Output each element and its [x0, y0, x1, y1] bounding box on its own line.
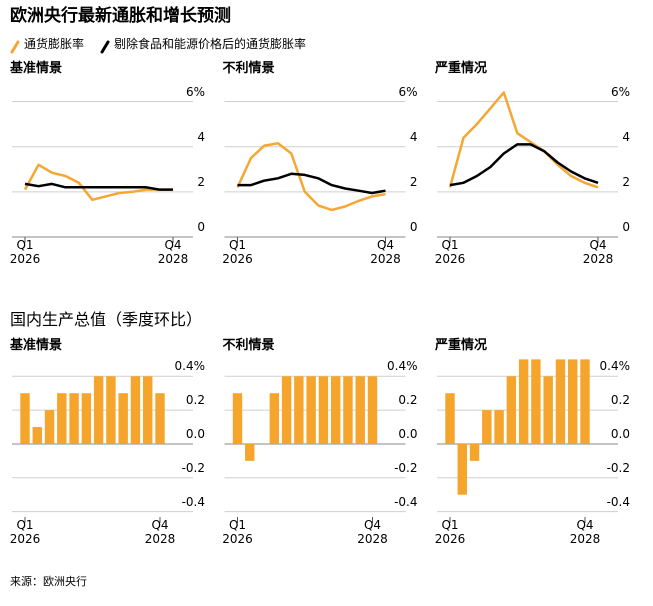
x-tick-label: Q1 2026 — [9, 518, 41, 546]
y-tick-label: 0.4% — [599, 359, 631, 374]
y-tick-label: -0.2 — [606, 460, 630, 475]
x-tick-label: Q4 2028 — [157, 238, 189, 266]
y-tick-label: 6% — [185, 84, 205, 99]
panel-title: 基准情景 — [10, 338, 63, 353]
source: 来源：欧洲央行 — [10, 575, 87, 588]
bar — [155, 393, 165, 444]
panel-title: 不利情景 — [222, 61, 275, 76]
bar — [269, 393, 280, 444]
bar — [93, 376, 104, 444]
page-title: 欧洲央行最新通胀和增长预测 — [10, 6, 231, 26]
bar — [106, 376, 116, 444]
y-tick-label: 0.4% — [387, 359, 418, 374]
bar — [445, 393, 455, 444]
y-tick-label: 0.2 — [398, 393, 418, 408]
bar — [568, 359, 578, 444]
y-tick-label: 2 — [197, 174, 205, 189]
line-series — [449, 143, 599, 187]
bar — [245, 443, 255, 461]
bar — [20, 393, 30, 444]
y-tick-label: 0 — [197, 220, 205, 234]
legend-swatch — [100, 40, 110, 54]
legend-label: 剔除食品和能源价格后的通货膨胀率 — [114, 37, 307, 51]
line-series — [448, 91, 599, 189]
y-tick-label: 4 — [622, 129, 630, 144]
bar — [506, 376, 517, 444]
bar — [318, 376, 329, 444]
y-tick-label: 0.0 — [185, 426, 205, 441]
bar — [355, 376, 365, 444]
y-tick-label: 6% — [610, 84, 630, 99]
x-tick-label: Q1 2026 — [222, 518, 253, 546]
bar — [543, 376, 553, 444]
bar — [143, 376, 153, 444]
y-tick-label: -0.2 — [394, 460, 418, 475]
bar — [44, 410, 55, 444]
y-tick-label: 2 — [409, 174, 418, 189]
bar — [531, 359, 541, 444]
bar — [343, 376, 353, 444]
bar — [81, 393, 92, 444]
x-tick-label: Q4 2028 — [569, 518, 601, 546]
y-tick-label: -0.4 — [394, 494, 418, 509]
bar — [281, 376, 292, 444]
bar — [330, 376, 341, 444]
bar — [306, 376, 316, 444]
bar — [469, 443, 480, 461]
bar — [494, 410, 504, 444]
panel-title: 严重情况 — [435, 338, 488, 353]
panel-title: 基准情景 — [10, 61, 63, 76]
x-tick-label: Q4 2028 — [144, 518, 176, 546]
y-tick-label: -0.4 — [181, 494, 205, 509]
x-tick-label: Q1 2026 — [434, 238, 466, 266]
bar — [69, 393, 79, 444]
bar — [130, 376, 141, 444]
bar — [580, 359, 590, 444]
line-series — [237, 172, 386, 195]
line-series — [23, 163, 173, 202]
bar — [32, 427, 42, 444]
x-tick-label: Q1 2026 — [434, 518, 466, 546]
bar — [518, 359, 529, 444]
bar — [555, 359, 566, 444]
y-tick-label: -0.2 — [181, 460, 205, 475]
panel-title: 严重情况 — [435, 61, 488, 76]
x-tick-label: Q1 2026 — [9, 238, 41, 266]
x-tick-label: Q1 2026 — [222, 238, 253, 266]
y-tick-label: 6% — [398, 84, 418, 99]
y-tick-label: 0.2 — [610, 393, 630, 408]
bar — [294, 376, 304, 444]
bar — [367, 376, 378, 444]
legend-swatch — [10, 40, 20, 54]
x-tick-label: Q4 2028 — [370, 238, 401, 266]
y-tick-label: 0 — [409, 220, 418, 234]
y-tick-label: 4 — [409, 129, 418, 144]
y-tick-label: 0.0 — [610, 426, 630, 441]
y-tick-label: -0.4 — [606, 494, 630, 509]
bar — [457, 443, 467, 495]
y-tick-label: 0.4% — [174, 359, 206, 374]
bar — [57, 393, 67, 444]
y-tick-label: 4 — [197, 129, 205, 144]
line-series — [236, 142, 386, 212]
x-tick-label: Q4 2028 — [582, 238, 614, 266]
bar — [482, 410, 492, 444]
x-tick-label: Q4 2028 — [357, 518, 388, 546]
y-tick-label: 0.2 — [185, 393, 205, 408]
section-title: 国内生产总值（季度环比） — [10, 310, 203, 329]
y-tick-label: 0.0 — [398, 426, 418, 441]
legend-label: 通货膨胀率 — [24, 37, 85, 51]
line-series — [24, 182, 173, 191]
bar — [118, 393, 128, 444]
panel-title: 不利情景 — [222, 338, 275, 353]
bar — [232, 393, 243, 444]
y-tick-label: 2 — [622, 174, 630, 189]
y-tick-label: 0 — [622, 220, 630, 234]
